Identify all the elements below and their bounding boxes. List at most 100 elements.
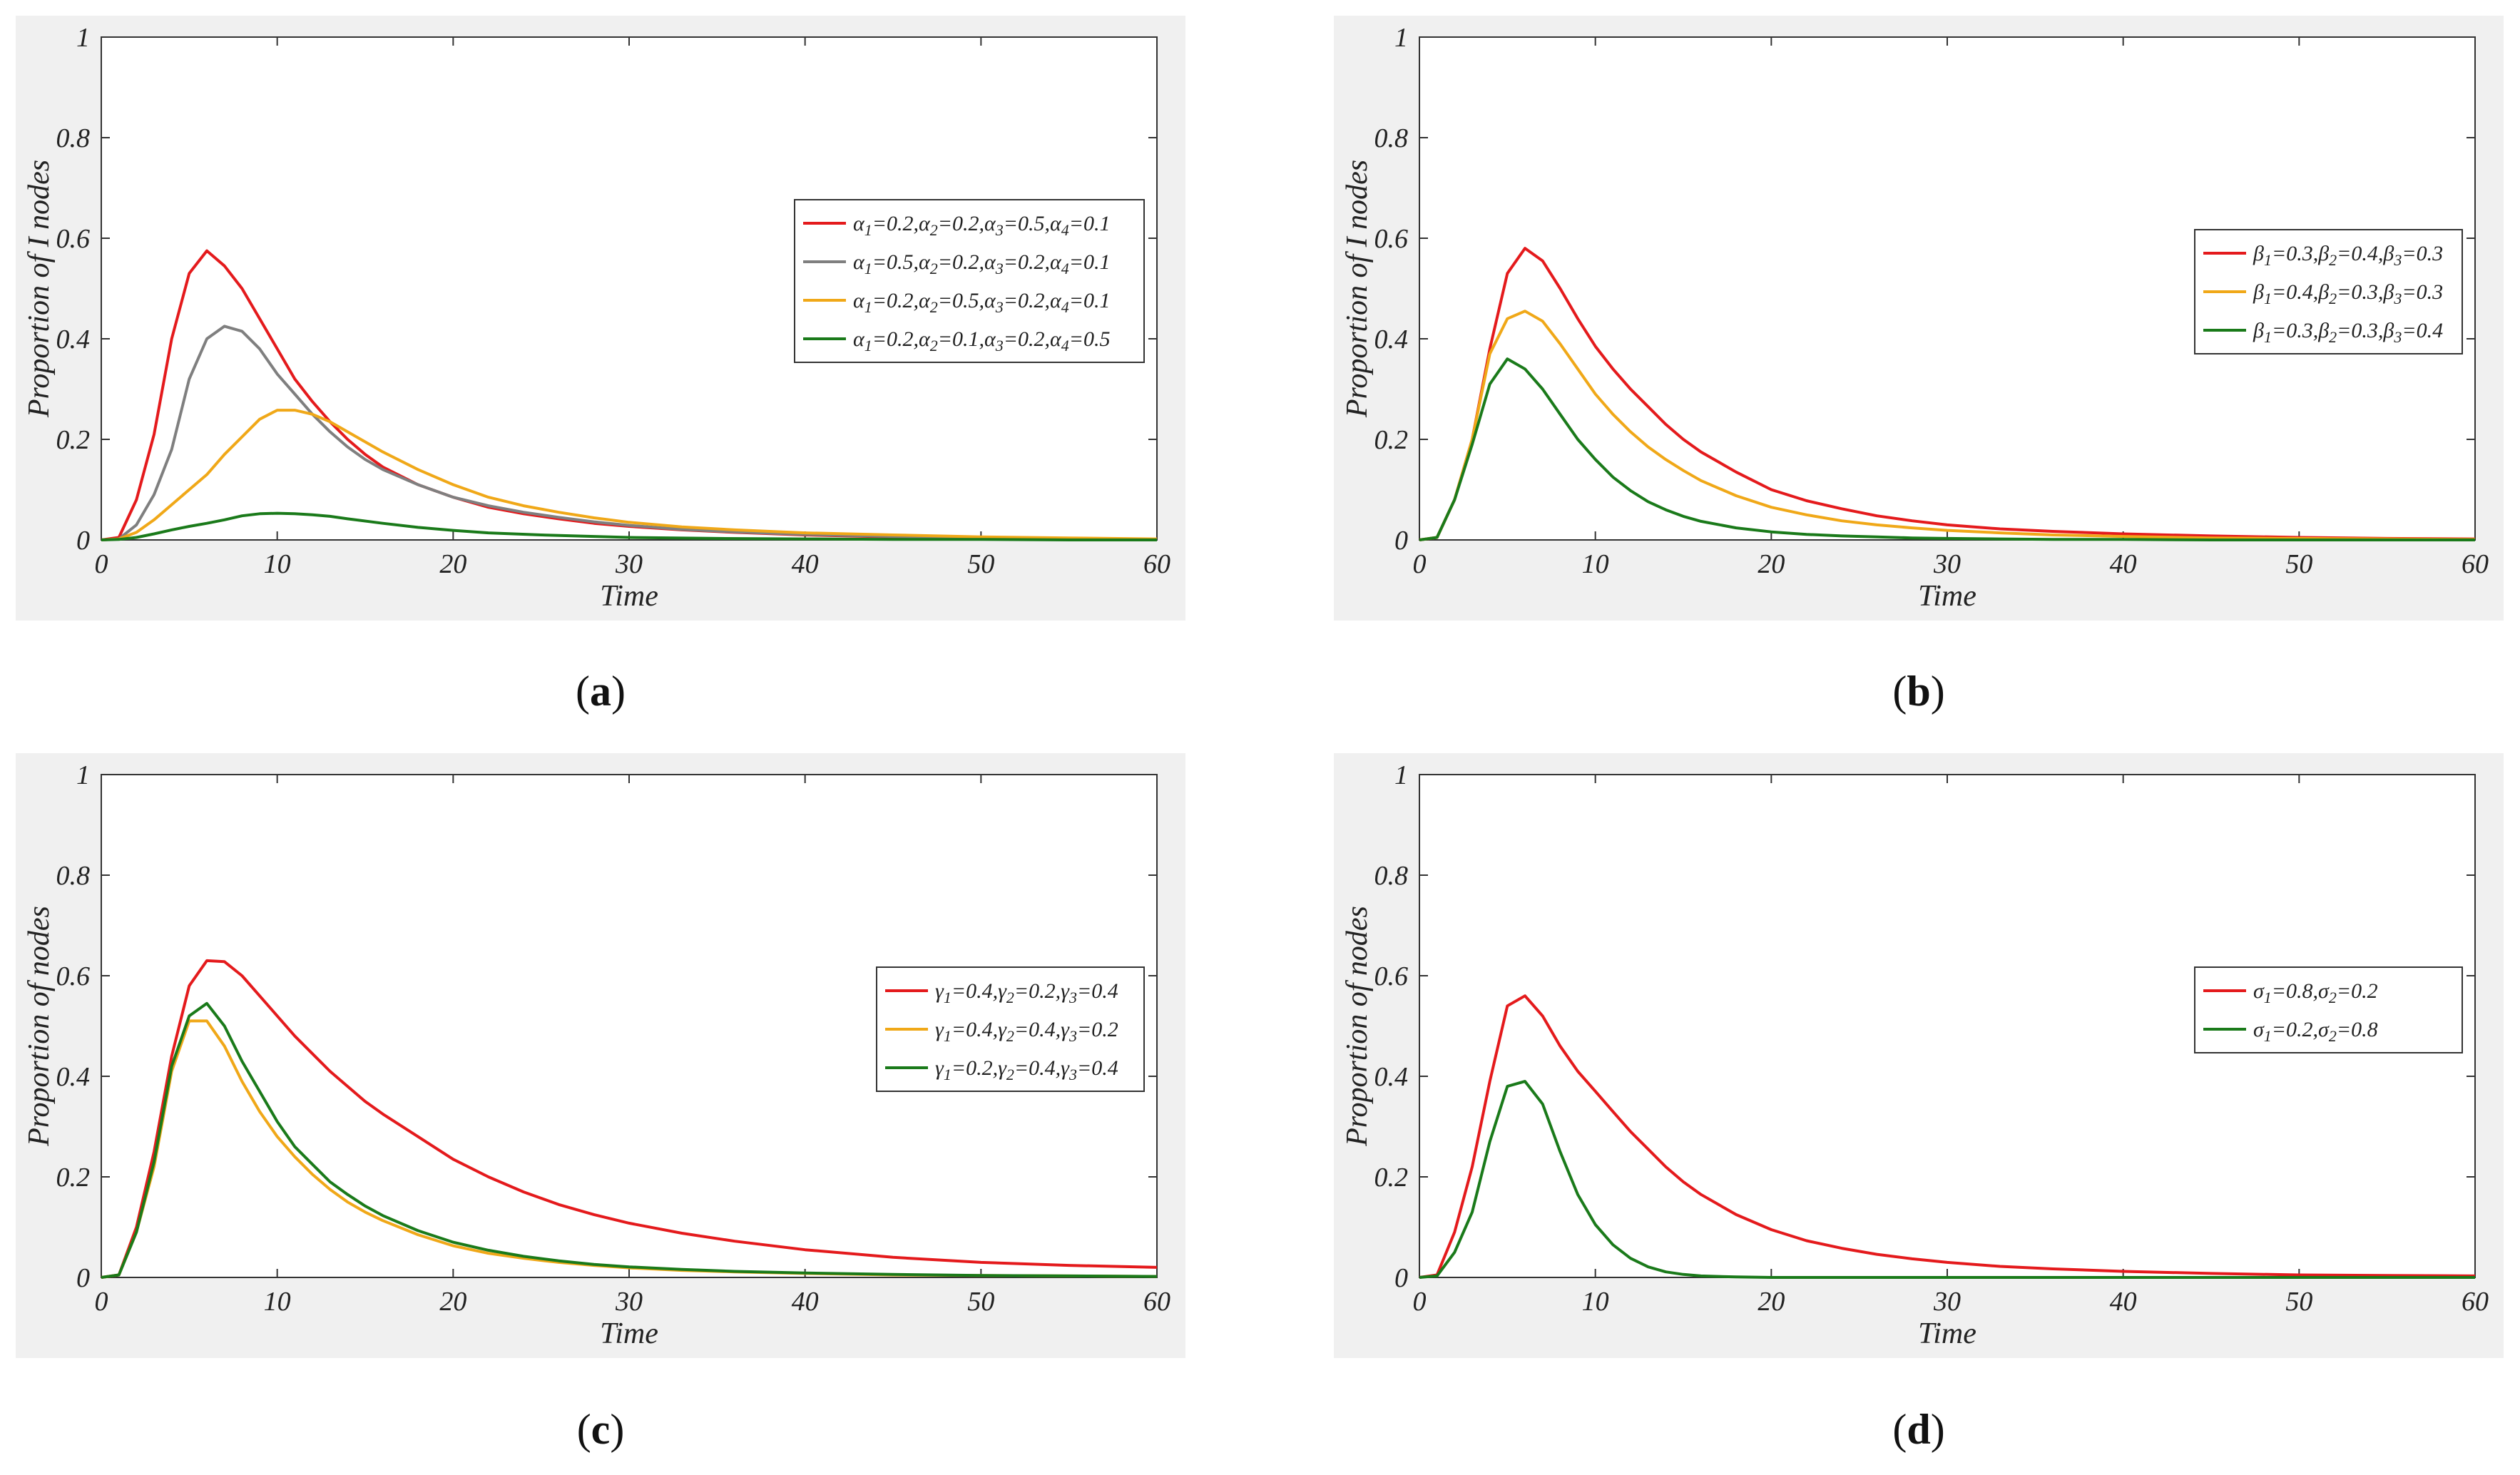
- legend-symbol: β: [2317, 319, 2329, 342]
- x-axis-label: Time: [1918, 580, 1976, 613]
- legend-symbol: α: [853, 327, 865, 351]
- legend-value: =0.4: [2402, 319, 2443, 342]
- legend-symbol: α: [984, 212, 996, 235]
- legend-entry: β1=0.4,β2=0.3,β3=0.3: [2253, 280, 2443, 307]
- x-tick-label: 10: [1582, 549, 1609, 579]
- legend-subscript: 2: [2329, 290, 2337, 307]
- legend-value: =0.2,: [872, 327, 919, 351]
- legend-subscript: 3: [1068, 1066, 1077, 1083]
- legend-subscript: 1: [864, 337, 872, 354]
- x-tick-label: 40: [2110, 549, 2137, 579]
- legend-subscript: 3: [995, 260, 1004, 277]
- x-axis-label: Time: [600, 1317, 658, 1350]
- plot-area: [1419, 774, 2476, 1278]
- series-line: [1419, 1080, 2475, 1279]
- legend-subscript: 3: [995, 337, 1004, 354]
- y-tick-label: 0.8: [1374, 123, 1409, 153]
- legend-value: =0.1,: [938, 327, 984, 351]
- series-line: [101, 409, 1158, 541]
- x-tick-label: 60: [2462, 549, 2489, 579]
- legend-symbol: σ: [2318, 1018, 2330, 1041]
- caption-a-label: a: [590, 668, 611, 715]
- y-axis-label: Proportion of I nodes: [1341, 160, 1374, 418]
- legend-value: =0.1: [1069, 289, 1111, 312]
- legend-subscript: 3: [1068, 1027, 1077, 1045]
- x-tick-label: 50: [2285, 1287, 2312, 1317]
- caption-c: (c): [576, 1406, 625, 1453]
- legend-symbol: β: [2382, 242, 2394, 265]
- y-tick-label: 0: [76, 1263, 90, 1293]
- y-axis-label: Proportion of nodes: [1341, 906, 1374, 1147]
- legend-box: [794, 199, 1145, 363]
- series-line: [1419, 357, 2475, 541]
- legend-value: =0.2: [2337, 979, 2378, 1003]
- x-tick-label: 40: [792, 549, 819, 579]
- y-tick-label: 0.8: [56, 861, 91, 891]
- x-tick-label: 50: [967, 1287, 994, 1317]
- x-tick-label: 10: [264, 1287, 291, 1317]
- legend-subscript: 2: [930, 260, 938, 277]
- legend-entry: γ1=0.2,γ2=0.4,γ3=0.4: [935, 1056, 1118, 1083]
- legend-subscript: 1: [944, 1027, 952, 1045]
- y-tick-label: 1: [76, 23, 90, 53]
- legend-subscript: 2: [1006, 989, 1014, 1006]
- x-tick-label: 30: [615, 1287, 643, 1317]
- legend-entry: β1=0.3,β2=0.4,β3=0.3: [2253, 242, 2443, 269]
- legend-subscript: 3: [995, 298, 1004, 316]
- legend-symbol: α: [1050, 289, 1062, 312]
- legend-value: =0.5,: [872, 250, 919, 274]
- series-line: [101, 511, 1157, 541]
- y-tick-label: 0.4: [56, 325, 91, 354]
- y-tick-label: 0.2: [1374, 425, 1409, 455]
- legend-symbol: γ: [1061, 1018, 1070, 1041]
- legend-value: =0.3,: [2272, 242, 2318, 265]
- legend-value: =0.4: [1077, 1056, 1118, 1080]
- y-tick-label: 0.6: [56, 224, 91, 254]
- series-line: [1419, 310, 2476, 541]
- chart-b: 0 10 20 30 40 50 60 0 0.2 0.4 0.6 0.8 1 Time Proportio…: [1341, 23, 2489, 613]
- legend-value: =0.4,: [1014, 1018, 1061, 1041]
- legend-subscript: 4: [1061, 337, 1069, 354]
- legend-subscript: 3: [2393, 290, 2402, 307]
- legend-value: =0.4,: [2272, 280, 2318, 304]
- legend-entry: σ1=0.2,σ2=0.8: [2253, 1018, 2378, 1045]
- x-tick-label: 50: [2285, 549, 2312, 579]
- legend-subscript: 2: [930, 337, 938, 354]
- legend-symbol: γ: [935, 1018, 944, 1041]
- x-tick-label: 50: [967, 549, 994, 579]
- x-tick-label: 20: [439, 549, 466, 579]
- legend-value: =0.5,: [1004, 212, 1050, 235]
- chart-panel-a: 0 10 20 30 40 50 60 0 0.2 0.4 0.6 0.8 1 Time Proportio…: [16, 16, 1185, 621]
- x-tick-label: 10: [1582, 1287, 1609, 1317]
- chart-panel-c: 0 10 20 30 40 50 60 0 0.2 0.4 0.6 0.8 1 Time Proportio…: [16, 753, 1185, 1358]
- legend-value: =0.3,: [2337, 319, 2383, 342]
- legend-value: =0.1: [1069, 212, 1111, 235]
- series-line: [101, 1001, 1158, 1279]
- legend-symbol: α: [919, 327, 931, 351]
- legend-symbol: β: [2253, 280, 2264, 304]
- legend-box: [2194, 966, 2463, 1053]
- legend-symbol: γ: [998, 1018, 1007, 1041]
- chart-d: 0 10 20 30 40 50 60 0 0.2 0.4 0.6 0.8 1 Time Proportio…: [1341, 760, 2489, 1350]
- x-tick-label: 60: [1143, 1287, 1170, 1317]
- caption-d: (d): [1892, 1406, 1945, 1453]
- legend-subscript: 2: [1006, 1027, 1014, 1045]
- legend-value: =0.2,: [938, 212, 984, 235]
- y-tick-label: 0.2: [56, 1163, 91, 1193]
- legend-value: =0.4: [1077, 979, 1118, 1003]
- legend-subscript: 3: [2393, 251, 2402, 269]
- caption-b-label: b: [1907, 668, 1931, 715]
- legend-subscript: 1: [944, 989, 952, 1006]
- y-tick-label: 0.6: [1374, 224, 1409, 254]
- y-tick-label: 0.6: [1374, 961, 1409, 991]
- legend-subscript: 2: [2329, 251, 2337, 269]
- caption-b: (b): [1892, 668, 1945, 715]
- legend: γ1=0.4,γ2=0.2,γ3=0.4γ1=0.4,γ2=0.4,γ3=0.2…: [876, 966, 1145, 1092]
- legend-subscript: 2: [1006, 1066, 1014, 1083]
- legend-symbol: α: [853, 250, 865, 274]
- legend: σ1=0.8,σ2=0.2σ1=0.2,σ2=0.8: [2194, 966, 2463, 1053]
- legend-symbol: α: [919, 289, 931, 312]
- x-tick-label: 40: [792, 1287, 819, 1317]
- legend-symbol: σ: [2253, 979, 2265, 1003]
- legend-symbol: σ: [2318, 979, 2330, 1003]
